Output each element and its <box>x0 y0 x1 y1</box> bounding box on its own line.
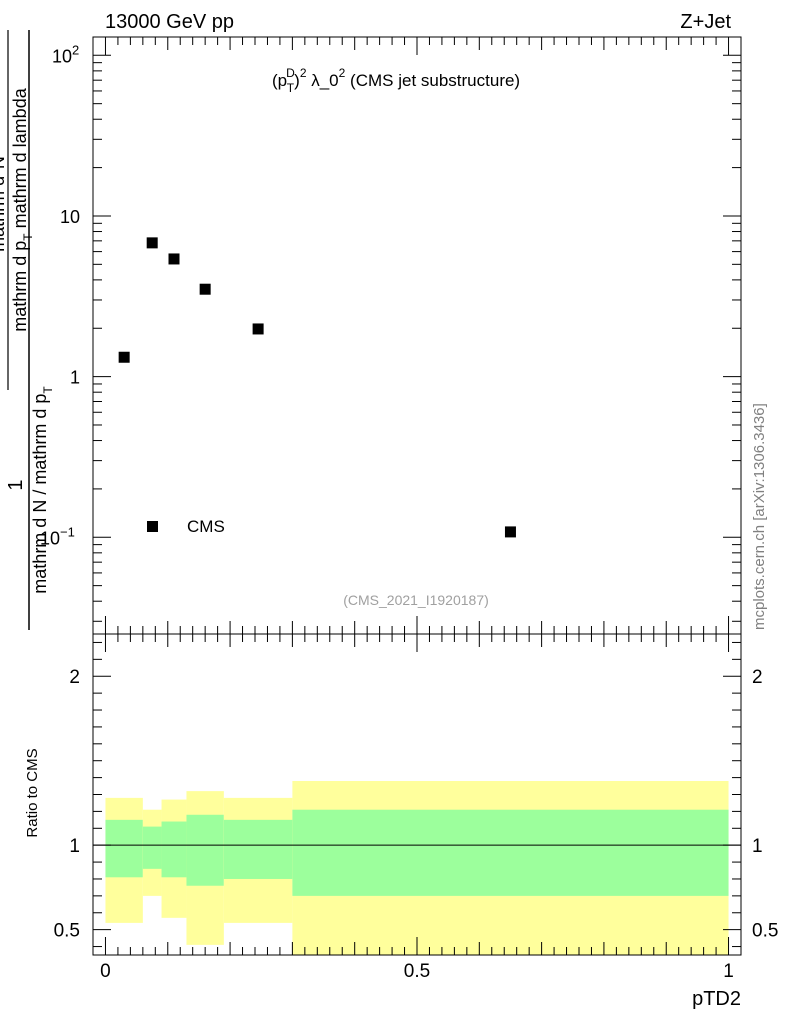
y-label-den: mathrm d N / mathrm d pT <box>30 386 55 594</box>
x-tick-label: 1 <box>723 961 734 982</box>
main-y-ticks <box>93 54 741 622</box>
x-tick-label: 0 <box>100 961 111 982</box>
data-point <box>118 351 130 363</box>
x-tick-label: 0.5 <box>404 961 430 982</box>
ratio-x-ticks <box>104 634 730 955</box>
legend-marker <box>147 521 158 532</box>
inner-band-bin <box>186 814 224 886</box>
y-tick-label: 1 <box>70 368 80 388</box>
legend-label: CMS <box>187 517 225 536</box>
inner-band-bin <box>292 809 729 896</box>
data-point <box>146 237 158 249</box>
main-panel: 10−1 1 10 102 (pD T)2 λ_02 (CMS jet substruc… <box>40 36 742 635</box>
y-label-num2: mathrm d2N <box>0 156 8 252</box>
plot-title: (pD T)2 λ_02 (CMS jet substructure) <box>272 66 520 95</box>
ratio-y-tick-label-right: 1 <box>752 836 763 857</box>
y-tick-label: 10−1 <box>40 524 75 548</box>
y-label-num: 1 <box>5 479 27 490</box>
ratio-y-tick-label-left: 2 <box>69 667 80 688</box>
main-y-axis-label: 1 mathrm d N / mathrm d pT mathrm d2N ma… <box>0 30 55 630</box>
ratio-bands <box>105 780 729 955</box>
main-x-ticks <box>104 37 730 634</box>
ratio-y-tick-label-right: 0.5 <box>752 921 778 942</box>
data-point <box>504 526 516 538</box>
main-frame <box>92 36 742 635</box>
ratio-y-tick-label-right: 2 <box>752 667 763 688</box>
data-point <box>252 323 264 335</box>
x-axis-label: pTD2 <box>692 988 741 1010</box>
data-point <box>168 253 180 265</box>
process-label: Z+Jet <box>680 11 731 33</box>
data-points <box>118 237 516 538</box>
inner-band-bin <box>223 819 293 879</box>
y-label-den2: mathrm d pT mathrm d lambda <box>10 87 35 331</box>
data-point <box>199 283 211 295</box>
ratio-y-axis-label: Ratio to CMS <box>24 748 41 837</box>
y-tick-label: 102 <box>52 42 79 66</box>
inner-band-bin <box>142 826 162 869</box>
site-watermark: mcplots.cern.ch [arXiv:1306.3436] <box>751 403 768 630</box>
main-y-tick-labels: 10−1 1 10 102 <box>40 42 80 548</box>
analysis-label: (CMS_2021_I1920187) <box>343 592 489 608</box>
y-tick-label: 10 <box>60 207 80 227</box>
energy-label: 13000 GeV pp <box>105 11 234 33</box>
ratio-y-ticks <box>93 641 741 948</box>
inner-band-bin <box>105 819 143 878</box>
ratio-tick-labels: 0.5 0.5 1 1 2 2 0 0.5 1 <box>54 667 779 982</box>
ratio-y-tick-label-left: 0.5 <box>54 921 80 942</box>
inner-band-bin <box>161 821 187 878</box>
ratio-panel: 0.5 0.5 1 1 2 2 0 0.5 1 <box>54 633 779 982</box>
ratio-y-tick-label-left: 1 <box>69 836 80 857</box>
